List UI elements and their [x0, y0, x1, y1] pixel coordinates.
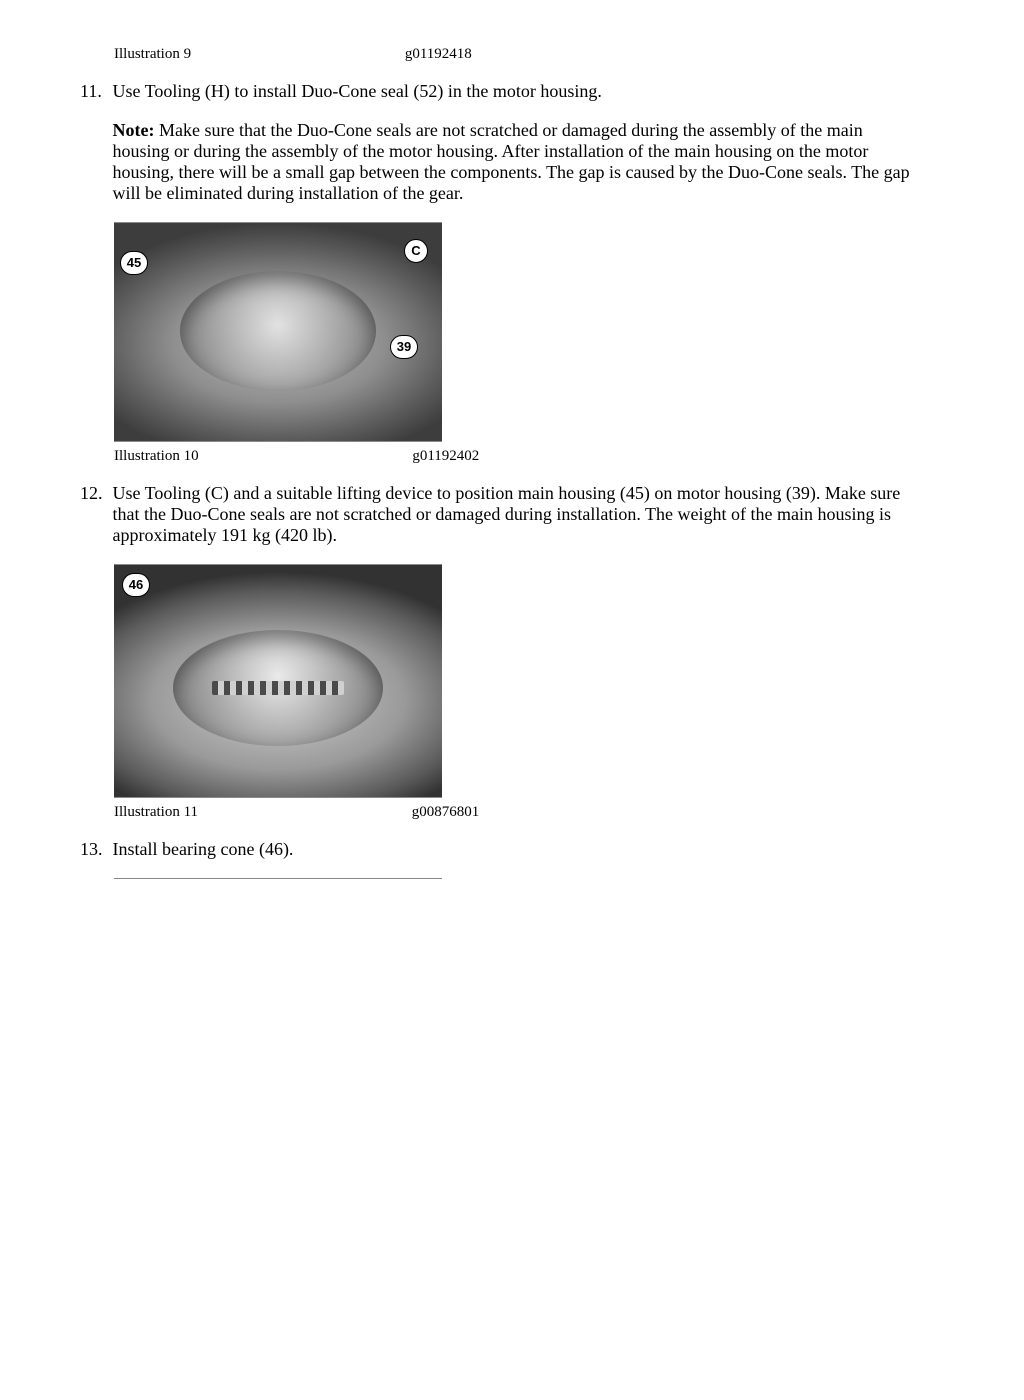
illustration-10-code: g01192402: [412, 448, 479, 465]
figure-12-top-rule: [114, 878, 442, 879]
note-text: Make sure that the Duo-Cone seals are no…: [113, 120, 910, 203]
step-11-body: Use Tooling (H) to install Duo-Cone seal…: [113, 81, 913, 204]
step-11-text: Use Tooling (H) to install Duo-Cone seal…: [113, 81, 602, 101]
figure-11: 46: [114, 564, 442, 798]
step-13-number: 13.: [80, 839, 108, 860]
figure-10-image: 45 C 39: [114, 223, 442, 441]
callout-39: 39: [390, 335, 418, 359]
step-13-text: Install bearing cone (46).: [113, 839, 294, 859]
step-11-note: Note: Make sure that the Duo-Cone seals …: [113, 120, 913, 204]
step-12-text: Use Tooling (C) and a suitable lifting d…: [113, 483, 901, 545]
figure-11-image: 46: [114, 565, 442, 797]
illustration-10-caption: Illustration 10 g01192402: [114, 448, 944, 465]
step-11: 11. Use Tooling (H) to install Duo-Cone …: [80, 81, 944, 204]
step-12: 12. Use Tooling (C) and a suitable lifti…: [80, 483, 944, 546]
step-12-body: Use Tooling (C) and a suitable lifting d…: [113, 483, 913, 546]
illustration-11-label: Illustration 11: [114, 804, 198, 821]
illustration-11-code: g00876801: [412, 804, 480, 821]
callout-c: C: [404, 239, 428, 263]
figure-11-splines: [212, 681, 343, 695]
figure-10-housing: [180, 271, 377, 391]
illustration-10-label: Illustration 10: [114, 448, 199, 465]
step-11-number: 11.: [80, 81, 108, 102]
illustration-11-caption: Illustration 11 g00876801: [114, 804, 944, 821]
step-13: 13. Install bearing cone (46).: [80, 839, 944, 860]
illustration-9-code: g01192418: [405, 46, 472, 63]
step-12-number: 12.: [80, 483, 108, 504]
figure-10: 45 C 39: [114, 222, 442, 442]
illustration-9-label: Illustration 9: [114, 46, 191, 63]
note-label: Note:: [113, 120, 155, 140]
illustration-9-caption: Illustration 9 g01192418: [114, 46, 944, 63]
callout-46: 46: [122, 573, 150, 597]
step-13-body: Install bearing cone (46).: [113, 839, 913, 860]
callout-45: 45: [120, 251, 148, 275]
